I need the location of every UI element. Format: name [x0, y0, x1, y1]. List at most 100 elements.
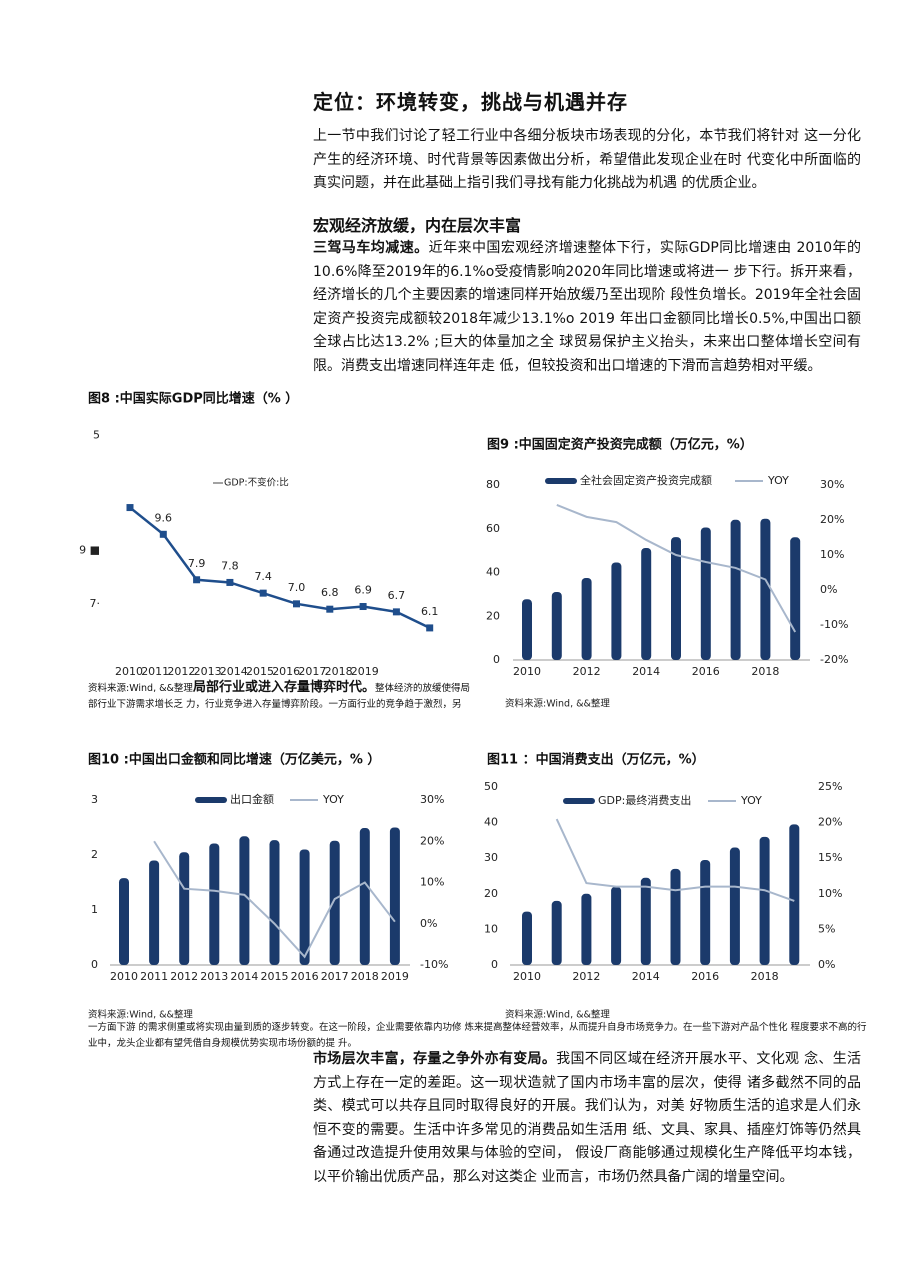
- x-tick-label: 2016: [691, 970, 719, 983]
- legend-label: GDP:不变价:比: [224, 477, 289, 489]
- y-tick-label: 1: [91, 903, 98, 916]
- bar: [239, 836, 250, 965]
- point-marker: [159, 530, 167, 538]
- x-tick-label: 2010: [110, 970, 138, 983]
- data-label: 7.4: [254, 570, 272, 583]
- chart-title: 图11 ：中国消费支出（万亿元，%）: [487, 752, 705, 768]
- y-tick-label: 30: [484, 851, 498, 864]
- y2-tick-label: -20%: [820, 653, 848, 666]
- bar: [581, 577, 592, 660]
- y-tick-label: 9 ■: [79, 543, 100, 556]
- x-tick-label: 2014: [632, 665, 660, 678]
- bar: [149, 860, 160, 965]
- bar: [640, 877, 651, 965]
- bar: [729, 847, 740, 965]
- x-tick-label: 2017: [298, 665, 326, 678]
- y2-tick-label: 25%: [818, 780, 842, 793]
- legend-label: 全社会固定资产投资完成额: [580, 473, 712, 487]
- y-tick-label: 0: [491, 958, 498, 971]
- series-line: [129, 506, 431, 630]
- point-marker: [326, 605, 334, 613]
- paragraph-lead: 市场层次丰富，存量之争外亦有变局。: [313, 1051, 557, 1067]
- chart-title: 图10 :中国出口金额和同比增速（万亿美元，% ）: [88, 752, 380, 768]
- paragraph: 上一节中我们讨论了轻工行业中各细分板块市场表现的分化，本节我们将针对 这一分化产…: [313, 128, 861, 192]
- point-marker: [226, 578, 234, 586]
- y-tick-label: 0: [493, 653, 500, 666]
- x-tick-label: 2011: [141, 665, 169, 678]
- bar: [790, 537, 801, 660]
- legend-swatch: [545, 478, 577, 484]
- bar: [551, 900, 562, 965]
- bar: [611, 562, 622, 660]
- data-label: 7.9: [188, 557, 206, 570]
- bar: [760, 518, 771, 660]
- legend-label: YOY: [322, 793, 344, 806]
- paragraph: 三驾马车均减速。近年来中国宏观经济增速整体下行，实际GDP同比增速由 2010年…: [313, 237, 861, 379]
- point-marker: [126, 504, 134, 512]
- y2-tick-label: 30%: [820, 478, 844, 491]
- y-tick-label: 5: [93, 428, 100, 441]
- data-label: 6.1: [421, 605, 439, 618]
- point-marker: [259, 589, 267, 597]
- x-tick-label: 2016: [692, 665, 720, 678]
- heading: 定位：环境转变，挑战与机遇并存: [313, 90, 628, 114]
- y2-tick-label: 0%: [820, 583, 837, 596]
- x-tick-label: 2018: [351, 970, 379, 983]
- y2-tick-label: 0%: [420, 917, 437, 930]
- paragraph-text: 近年来中国宏观经济增速整体下行，实际GDP同比增速由 2010年的10.6%降至…: [313, 240, 861, 374]
- y-tick-label: 20: [486, 609, 500, 622]
- bar: [359, 828, 370, 965]
- y-tick-label: 7·: [90, 597, 101, 610]
- bar: [730, 519, 741, 660]
- legend-swatch: [563, 798, 595, 804]
- note-text: 整体经济的放缓使得局部行业下游需求增长乏 力，行业竞争进入存量博弈阶段。一方面行…: [88, 683, 470, 710]
- data-label: 9.6: [155, 511, 173, 524]
- y2-tick-label: 20%: [820, 513, 844, 526]
- y2-tick-label: 5%: [818, 922, 835, 935]
- point-marker: [193, 576, 201, 584]
- y2-tick-label: -10%: [820, 618, 848, 631]
- chart-title: 图8 :中国实际GDP同比增速（% ）: [88, 391, 298, 407]
- x-tick-label: 2018: [325, 665, 353, 678]
- data-label: 7.8: [221, 559, 239, 572]
- y-tick-label: 60: [486, 522, 500, 535]
- point-marker: [392, 608, 400, 616]
- bar: [789, 824, 800, 965]
- point-marker: [293, 600, 300, 608]
- bar: [700, 859, 711, 965]
- x-tick-label: 2010: [513, 665, 541, 678]
- x-tick-label: 2015: [246, 665, 274, 678]
- y2-tick-label: 10%: [818, 887, 842, 900]
- y-tick-label: 20: [484, 887, 498, 900]
- bar: [269, 840, 280, 965]
- x-tick-label: 2019: [351, 665, 379, 678]
- legend-label: GDP:最终消费支出: [598, 793, 691, 807]
- y-tick-label: 40: [484, 816, 498, 829]
- legend-label: YOY: [767, 474, 789, 487]
- paragraph-lead: 三驾马车均减速。: [313, 240, 429, 256]
- x-tick-label: 2019: [381, 970, 409, 983]
- x-tick-label: 2018: [751, 970, 779, 983]
- y-tick-label: 3: [91, 793, 98, 806]
- y2-tick-label: 30%: [420, 793, 444, 806]
- bar: [522, 599, 532, 660]
- legend-label: 出口金额: [230, 792, 274, 806]
- y-tick-label: 0: [91, 958, 98, 971]
- bar: [119, 878, 129, 965]
- y2-tick-label: 0%: [818, 958, 835, 971]
- continuation-text: 一方面下游 的需求侧重或将实现由量到质的逐步转变。在这一阶段，企业需要依靠内功修…: [88, 1022, 867, 1049]
- data-label: 7.0: [288, 581, 306, 594]
- bar: [671, 537, 681, 660]
- series-line: [153, 840, 396, 959]
- source: 资料来源:Wind, &&整理: [505, 1009, 610, 1021]
- bar: [759, 836, 770, 965]
- bar: [611, 886, 622, 965]
- note-lead: 局部行业或进入存量博弈时代。: [192, 680, 375, 695]
- bar: [670, 868, 681, 965]
- point-marker: [426, 624, 434, 632]
- subheading: 宏观经济放缓，内在层次丰富: [313, 216, 522, 235]
- y2-tick-label: 20%: [420, 834, 444, 847]
- bar: [299, 849, 310, 965]
